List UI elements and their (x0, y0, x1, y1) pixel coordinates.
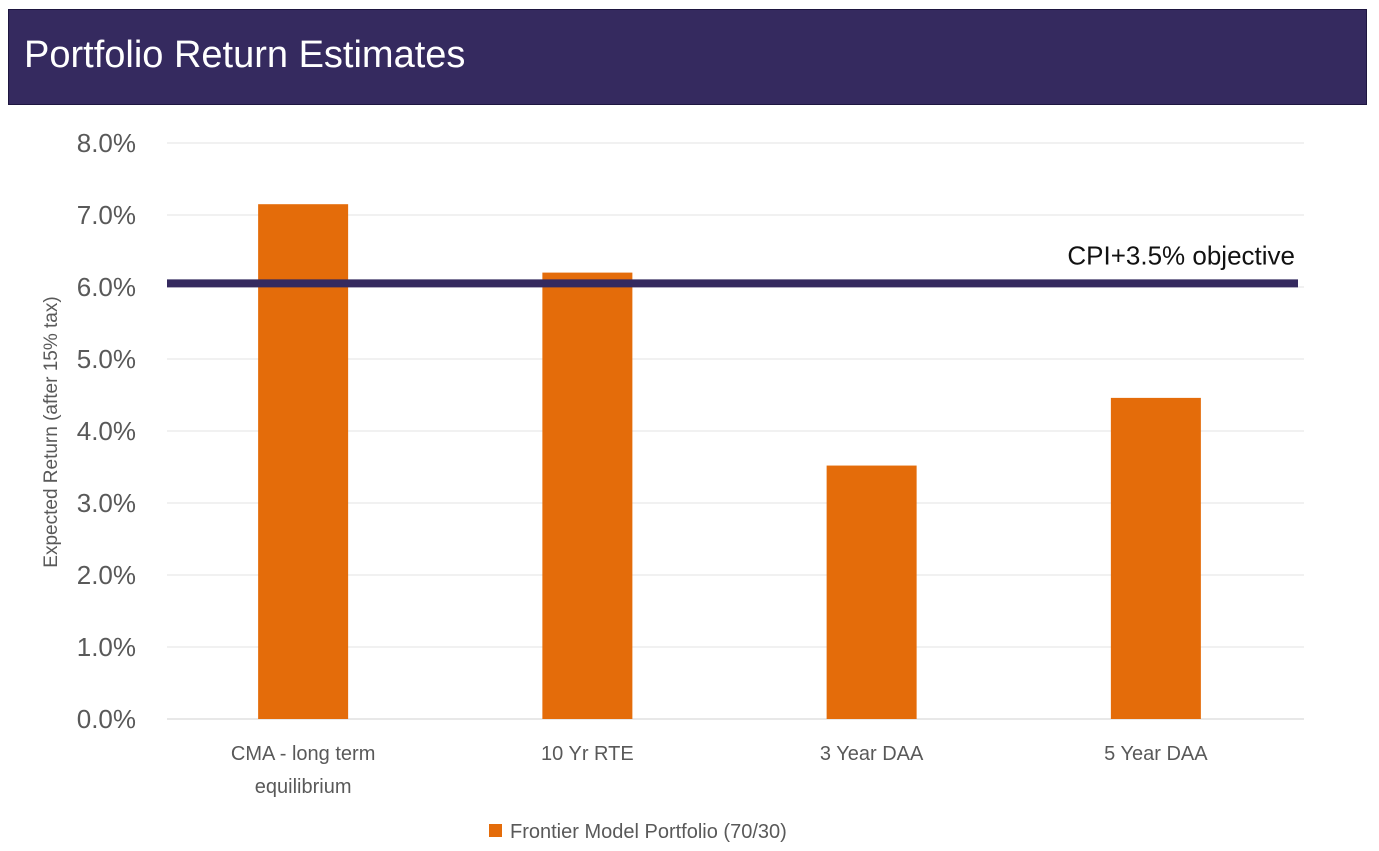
x-category-labels: CMA - long term equilibrium 10 Yr RTE 3 Yea… (231, 743, 1208, 798)
reference-line-label: CPI+3.5% objective (1067, 240, 1295, 270)
y-tick-label: 2.0% (77, 560, 136, 590)
bar (258, 204, 349, 719)
y-axis-label: Expected Return (after 15% tax) (41, 296, 62, 567)
y-tick-label: 4.0% (77, 416, 136, 446)
x-category-label: 5 Year DAA (1104, 743, 1208, 765)
legend-label: Frontier Model Portfolio (70/30) (510, 821, 787, 843)
title-banner: Portfolio Return Estimates (8, 9, 1367, 105)
page-title: Portfolio Return Estimates (24, 34, 466, 76)
y-tick-label: 1.0% (77, 632, 136, 662)
y-tick-label: 5.0% (77, 344, 136, 374)
x-category-label: 10 Yr RTE (541, 743, 634, 765)
bars (258, 204, 1201, 719)
bar (542, 272, 633, 719)
x-category-label: CMA - long term equilibrium (231, 743, 375, 798)
legend-swatch (489, 824, 502, 837)
x-category-label: 3 Year DAA (820, 743, 924, 765)
y-tick-label: 3.0% (77, 488, 136, 518)
y-tick-labels: 0.0% 1.0% 2.0% 3.0% 4.0% 5.0% 6.0% 7.0% 8.0% (77, 128, 136, 734)
reference-line-group: CPI+3.5% objective (167, 240, 1298, 288)
legend: Frontier Model Portfolio (70/30) (489, 821, 787, 843)
y-tick-label: 0.0% (77, 704, 136, 734)
y-tick-label: 6.0% (77, 272, 136, 302)
bar (826, 465, 917, 719)
bar (1110, 397, 1201, 719)
y-tick-label: 8.0% (77, 128, 136, 158)
y-tick-label: 7.0% (77, 200, 136, 230)
